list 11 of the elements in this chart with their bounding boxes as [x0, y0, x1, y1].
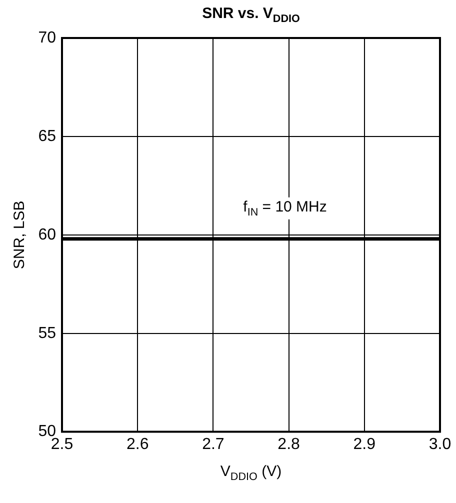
- y-axis-title: SNR, LSB: [11, 200, 28, 270]
- x-tick-label: 3.0: [428, 436, 452, 453]
- y-tick-label: 70: [38, 29, 56, 46]
- y-tick-label: 60: [38, 226, 56, 244]
- y-tick-label: 55: [38, 324, 56, 342]
- y-tick-label: 65: [38, 128, 56, 145]
- x-tick-label: 2.6: [126, 436, 149, 453]
- x-tick-label: 2.9: [353, 436, 376, 453]
- x-tick-label: 2.7: [202, 436, 224, 453]
- x-tick-label: 2.5: [50, 436, 74, 453]
- x-tick-label: 2.8: [278, 436, 300, 453]
